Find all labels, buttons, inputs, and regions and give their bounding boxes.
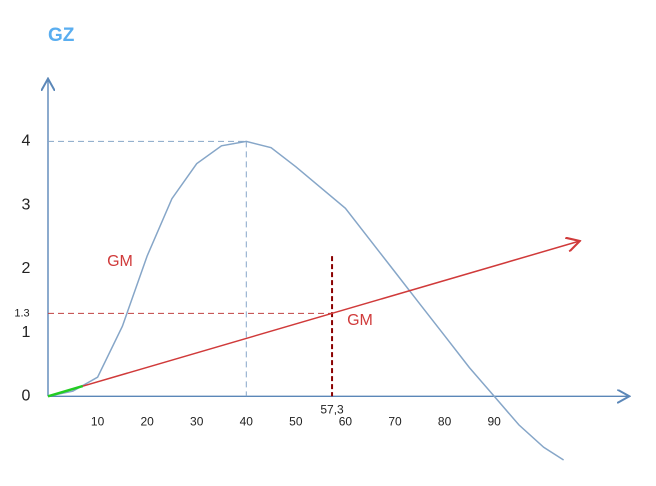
y-tick-label: 4 (22, 133, 31, 150)
y-tick-label: 2 (22, 260, 31, 277)
annotation: GM (347, 312, 373, 329)
x-tick-label: 90 (487, 414, 501, 428)
y-tick-label: 0 (22, 387, 31, 404)
x-tick-label: 30 (190, 414, 204, 428)
y-tick-label: 1.3 (14, 307, 29, 319)
y-tick-label: 1 (22, 324, 31, 341)
x-tick-label: 60 (339, 414, 353, 428)
series-line (47, 241, 578, 398)
x-tick-label: 70 (388, 414, 402, 428)
y-axis-title: GZ (48, 25, 75, 46)
x-tick-label: 57,3 (320, 402, 344, 416)
x-tick-label: 50 (289, 414, 303, 428)
x-tick-label: 10 (91, 414, 105, 428)
x-tick-label: 80 (438, 414, 452, 428)
y-tick-label: 3 (22, 196, 31, 213)
x-tick-label: 40 (240, 414, 254, 428)
x-tick-label: 20 (140, 414, 154, 428)
series-line (47, 384, 84, 398)
annotation: GM (107, 253, 133, 270)
series-line (47, 140, 565, 461)
